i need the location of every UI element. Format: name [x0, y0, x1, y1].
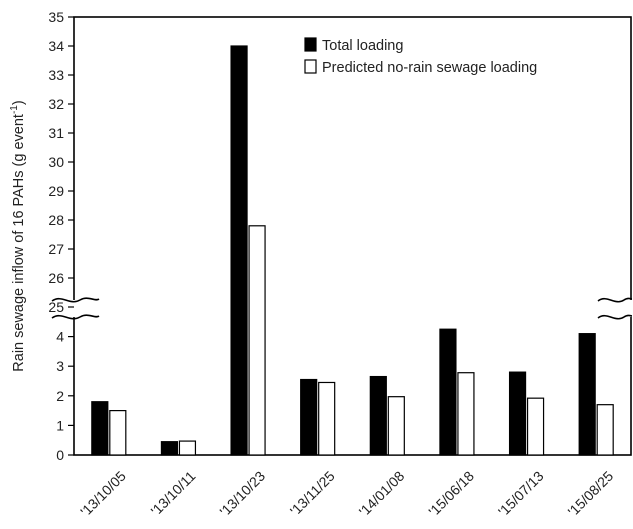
- y-tick-label: 33: [48, 67, 64, 83]
- x-category-label: '13/11/25: [287, 468, 338, 519]
- bar-total-loading: [510, 372, 526, 455]
- y-tick-label: 30: [48, 154, 64, 170]
- bars: [92, 46, 613, 455]
- x-category-label: '15/06/18: [425, 468, 477, 520]
- y-tick-label: 1: [56, 417, 64, 433]
- x-category-label: '15/07/13: [495, 468, 547, 520]
- bar-total-loading: [231, 46, 247, 455]
- x-category-label: '13/10/23: [216, 468, 268, 520]
- y-axis-title-close: ): [11, 100, 27, 105]
- bar-predicted-loading: [110, 411, 126, 455]
- x-category-label: '13/10/05: [77, 468, 129, 520]
- legend-label: Total loading: [322, 38, 403, 54]
- y-axis-title-main: Rain sewage inflow of 16 PAHs (g event: [11, 114, 27, 372]
- x-category-label: '13/10/11: [148, 468, 199, 519]
- y-tick-label: 29: [48, 183, 64, 199]
- bar-predicted-loading: [458, 373, 474, 455]
- bar-predicted-loading: [528, 398, 544, 455]
- bar-predicted-loading: [179, 441, 195, 455]
- y-axis-title: Rain sewage inflow of 16 PAHs (g event-1…: [9, 100, 27, 371]
- bar-total-loading: [370, 377, 386, 455]
- legend-swatch: [305, 38, 316, 51]
- y-tick-label: 0: [56, 447, 64, 463]
- y-tick-label: 25: [48, 299, 64, 315]
- y-tick-label: 27: [48, 241, 64, 257]
- bar-total-loading: [579, 334, 595, 455]
- y-axis-title-group: Rain sewage inflow of 16 PAHs (g event-1…: [9, 100, 27, 371]
- bar-total-loading: [92, 402, 108, 455]
- y-tick-label: 32: [48, 96, 64, 112]
- y-tick-label: 34: [48, 38, 64, 54]
- y-tick-label: 28: [48, 212, 64, 228]
- y-tick-label: 2: [56, 388, 64, 404]
- y-tick-label: 4: [56, 329, 64, 345]
- bar-predicted-loading: [388, 397, 404, 455]
- axis-break-gap: [72, 300, 633, 317]
- bar-total-loading: [301, 380, 317, 455]
- legend: Total loading Predicted no-rain sewage lo…: [305, 38, 537, 76]
- bar-predicted-loading: [319, 382, 335, 455]
- legend-label: Predicted no-rain sewage loading: [322, 60, 537, 76]
- plot-frame: [74, 17, 631, 455]
- legend-swatch: [305, 60, 316, 73]
- y-tick-label: 26: [48, 270, 64, 286]
- bar-predicted-loading: [249, 226, 265, 455]
- x-category-label: '15/08/25: [565, 468, 617, 520]
- bar-predicted-loading: [597, 405, 613, 455]
- bar-total-loading: [440, 329, 456, 455]
- y-tick-label: 3: [56, 358, 64, 374]
- x-axis-category-labels: '13/10/05 '13/10/11 '13/10/23 '13/11/25 '14/…: [77, 468, 616, 520]
- y-tick-label: 35: [48, 9, 64, 25]
- y-tick-label: 31: [48, 125, 64, 141]
- x-category-label: '14/01/08: [356, 468, 408, 520]
- bar-total-loading: [161, 442, 177, 455]
